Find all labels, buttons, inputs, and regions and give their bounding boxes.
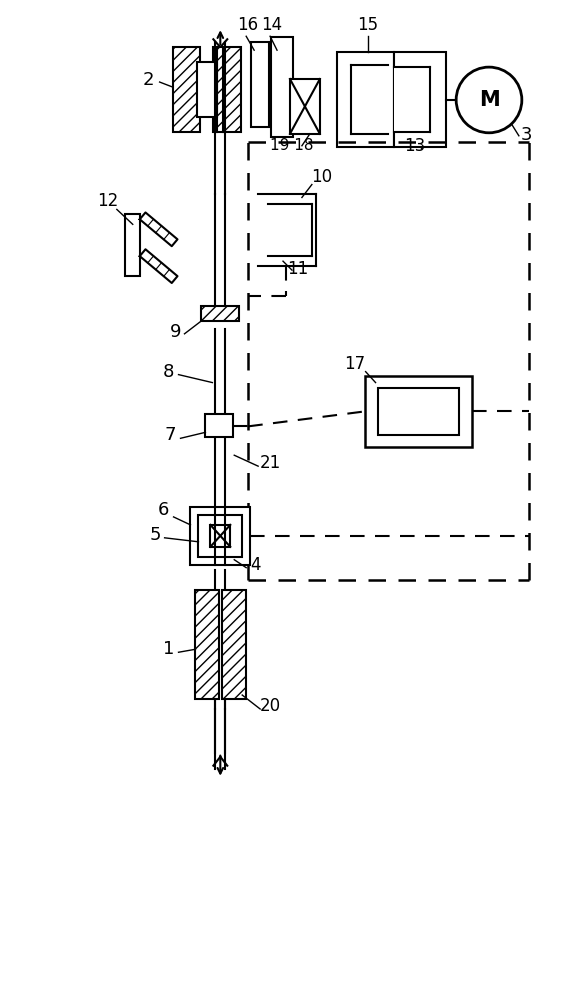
- Text: 9: 9: [170, 323, 181, 341]
- Bar: [125, 214, 140, 276]
- Bar: [290, 79, 320, 134]
- Text: 10: 10: [311, 168, 332, 186]
- Text: 5: 5: [150, 526, 162, 544]
- Bar: [222, 590, 246, 699]
- Text: 17: 17: [344, 355, 365, 373]
- Text: 1: 1: [163, 640, 174, 658]
- Bar: [195, 590, 219, 699]
- Text: 8: 8: [163, 363, 174, 381]
- Text: 3: 3: [521, 126, 533, 144]
- Text: 14: 14: [262, 16, 283, 34]
- Bar: [202, 306, 239, 321]
- Bar: [251, 42, 269, 127]
- Bar: [191, 507, 250, 565]
- Circle shape: [456, 67, 522, 133]
- Bar: [337, 52, 395, 147]
- Text: 12: 12: [97, 192, 119, 210]
- Bar: [199, 515, 242, 557]
- Bar: [172, 47, 200, 132]
- Text: 11: 11: [287, 260, 308, 278]
- Bar: [271, 37, 293, 137]
- Text: 21: 21: [259, 454, 281, 472]
- Bar: [351, 65, 388, 134]
- Bar: [198, 62, 218, 117]
- Text: 4: 4: [250, 556, 260, 574]
- Text: 16: 16: [238, 16, 259, 34]
- Bar: [206, 414, 234, 437]
- Text: 6: 6: [158, 501, 169, 519]
- Bar: [377, 388, 459, 435]
- Text: M: M: [478, 90, 500, 110]
- Text: 20: 20: [259, 697, 280, 715]
- Bar: [210, 525, 230, 547]
- Bar: [214, 47, 241, 132]
- Text: 15: 15: [357, 16, 378, 34]
- Bar: [365, 376, 472, 447]
- Bar: [395, 67, 431, 132]
- Text: 19 18: 19 18: [270, 138, 313, 153]
- Text: 13: 13: [404, 137, 425, 155]
- Bar: [395, 52, 446, 147]
- Text: 7: 7: [165, 426, 176, 444]
- Text: 2: 2: [143, 71, 154, 89]
